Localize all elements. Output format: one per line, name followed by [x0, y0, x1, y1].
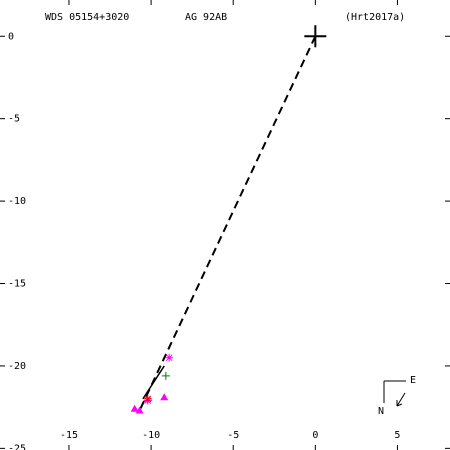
y-tick-label: -25	[8, 443, 26, 450]
star-point	[165, 353, 174, 362]
header-ref: (Hrt2017a)	[345, 12, 405, 23]
bigplus-point	[304, 25, 327, 48]
compass-e: E	[410, 375, 416, 386]
orbit-line	[138, 35, 317, 411]
triangle-point	[135, 406, 144, 414]
x-tick-label: 5	[394, 430, 400, 441]
y-tick-label: 0	[8, 31, 14, 42]
y-tick-label: -15	[8, 279, 26, 290]
x-tick-label: 0	[312, 430, 318, 441]
compass-arrow	[396, 392, 406, 407]
x-tick-label: -10	[142, 430, 160, 441]
triangle-point	[130, 404, 139, 412]
header-id: WDS 05154+3020	[45, 12, 129, 23]
y-tick-label: -20	[8, 361, 26, 372]
header-name: AG 92AB	[185, 12, 227, 23]
star-point	[143, 394, 152, 403]
x-tick-label: -15	[60, 430, 78, 441]
plus-point	[161, 371, 170, 380]
orbit-line	[142, 365, 165, 400]
compass-n: N	[378, 406, 384, 417]
compass-arrowhead	[396, 400, 403, 407]
x-tick-label: -5	[227, 430, 239, 441]
y-tick-label: -10	[8, 196, 26, 207]
triangle-point	[160, 393, 169, 401]
y-tick-label: -5	[8, 114, 20, 125]
